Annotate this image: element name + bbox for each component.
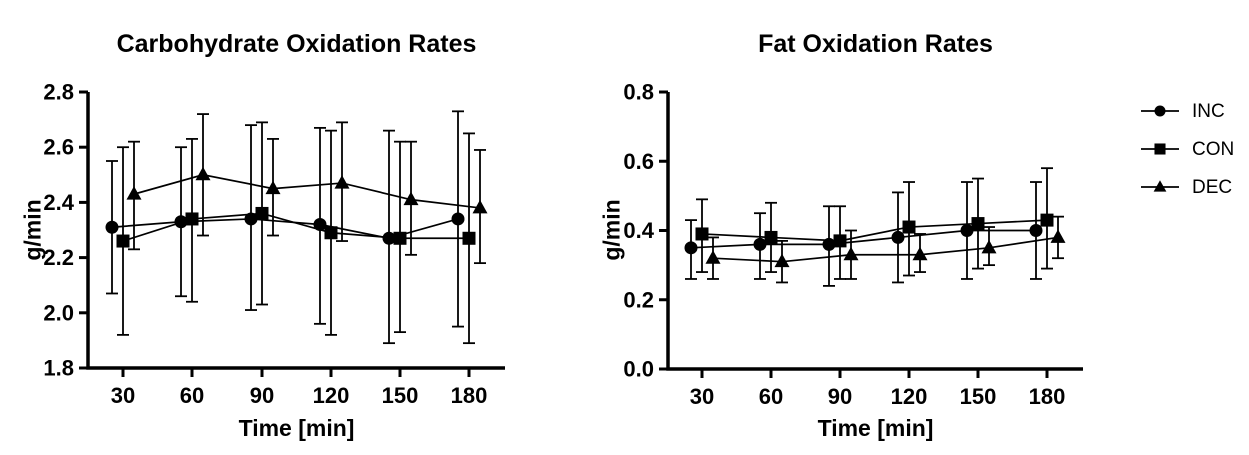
y-tick-label: 0.8 bbox=[623, 80, 654, 105]
x-tick-label: 90 bbox=[250, 383, 274, 408]
chart-title-fat: Fat Oxidation Rates bbox=[758, 30, 993, 58]
x-axis-label-fat: Time [min] bbox=[817, 415, 934, 441]
chart-title-carbohydrate: Carbohydrate Oxidation Rates bbox=[116, 30, 477, 58]
marker-DEC-180 bbox=[1050, 229, 1066, 243]
series-line-INC bbox=[690, 229, 1036, 249]
x-tick-label: 180 bbox=[451, 383, 488, 408]
marker-INC-120 bbox=[313, 217, 327, 231]
marker-CON-150 bbox=[393, 231, 407, 245]
x-tick-label: 90 bbox=[828, 384, 852, 409]
marker-CON-90 bbox=[833, 234, 847, 248]
triangle-marker-icon bbox=[1141, 180, 1179, 192]
circle-marker-icon bbox=[1141, 105, 1179, 117]
circle-glyph bbox=[1154, 105, 1166, 117]
marker-DEC-60 bbox=[195, 166, 211, 181]
marker-INC-90 bbox=[244, 212, 258, 226]
y-tick-label: 0.6 bbox=[623, 149, 654, 174]
marker-DEC-150 bbox=[403, 191, 419, 206]
y-tick-label: 2.8 bbox=[43, 80, 74, 105]
marker-CON-180 bbox=[462, 231, 476, 245]
marker-CON-60 bbox=[764, 230, 778, 244]
y-tick-label: 2.6 bbox=[43, 135, 74, 160]
square-glyph bbox=[1154, 143, 1166, 155]
marker-DEC-60 bbox=[774, 253, 790, 268]
chart-plot-area-1: 0.0 0.2 0.4 0.6 0.8 30 60 90 120 150 180 bbox=[623, 80, 1083, 409]
square-marker-icon bbox=[1141, 143, 1179, 155]
legend-label-con: CON bbox=[1192, 138, 1235, 160]
x-tick-label: 150 bbox=[382, 383, 419, 408]
marker-DEC-30 bbox=[705, 250, 721, 264]
x-tick-label: 120 bbox=[313, 383, 350, 408]
marker-INC-150 bbox=[382, 231, 396, 245]
marker-INC-180 bbox=[451, 212, 465, 226]
axes-spine bbox=[86, 92, 505, 370]
legend-label-inc: INC bbox=[1192, 100, 1225, 122]
y-tick-label: 2.0 bbox=[43, 300, 74, 325]
legend-item-dec: DEC bbox=[1139, 175, 1234, 199]
marker-INC-150 bbox=[960, 224, 974, 237]
x-tick-label: 30 bbox=[690, 384, 714, 409]
x-tick-label: 180 bbox=[1029, 384, 1066, 409]
marker-CON-30 bbox=[695, 227, 709, 241]
y-tick-label: 0.2 bbox=[623, 287, 654, 312]
series-line-DEC bbox=[133, 173, 481, 209]
legend-item-con: CON bbox=[1139, 137, 1234, 161]
marker-CON-90 bbox=[255, 206, 269, 220]
x-axis-label-carbohydrate: Time [min] bbox=[238, 415, 355, 441]
y-tick-label: 2.4 bbox=[43, 190, 74, 215]
legend: INC CON DEC bbox=[1139, 99, 1234, 199]
series-line-CON bbox=[701, 219, 1048, 242]
marker-DEC-120 bbox=[334, 175, 350, 189]
marker-DEC-30 bbox=[126, 186, 142, 200]
marker-INC-30 bbox=[684, 241, 698, 255]
triangle-glyph bbox=[1153, 180, 1167, 192]
marker-CON-120 bbox=[902, 220, 916, 234]
marker-DEC-120 bbox=[912, 246, 928, 261]
legend-item-inc: INC bbox=[1139, 99, 1234, 123]
x-tick-label: 60 bbox=[180, 383, 204, 408]
marker-INC-30 bbox=[105, 220, 119, 234]
marker-DEC-90 bbox=[843, 246, 859, 261]
y-tick-label: 1.8 bbox=[43, 356, 74, 381]
marker-INC-180 bbox=[1029, 224, 1043, 237]
marker-DEC-150 bbox=[981, 239, 997, 254]
x-tick-label: 60 bbox=[759, 384, 783, 409]
series-line-CON bbox=[122, 212, 469, 242]
x-tick-label: 120 bbox=[891, 384, 928, 409]
y-tick-label: 0.0 bbox=[623, 357, 654, 382]
y-tick-label: 2.2 bbox=[43, 245, 74, 270]
chart-plot-area-0: 1.8 2.0 2.2 2.4 2.6 2.8 30 60 90 120 150 180 bbox=[43, 80, 505, 408]
series-line-DEC bbox=[712, 236, 1059, 263]
marker-DEC-90 bbox=[265, 180, 281, 195]
marker-CON-180 bbox=[1040, 213, 1054, 227]
x-tick-label: 150 bbox=[960, 384, 997, 409]
marker-CON-60 bbox=[185, 212, 199, 226]
legend-label-dec: DEC bbox=[1192, 176, 1233, 198]
marker-CON-30 bbox=[116, 234, 130, 248]
marker-INC-60 bbox=[753, 237, 767, 251]
marker-INC-120 bbox=[891, 230, 905, 244]
marker-CON-120 bbox=[324, 226, 338, 240]
x-tick-label: 30 bbox=[111, 383, 135, 408]
marker-CON-150 bbox=[971, 217, 985, 231]
y-tick-label: 0.4 bbox=[623, 218, 654, 243]
marker-DEC-180 bbox=[472, 199, 488, 214]
